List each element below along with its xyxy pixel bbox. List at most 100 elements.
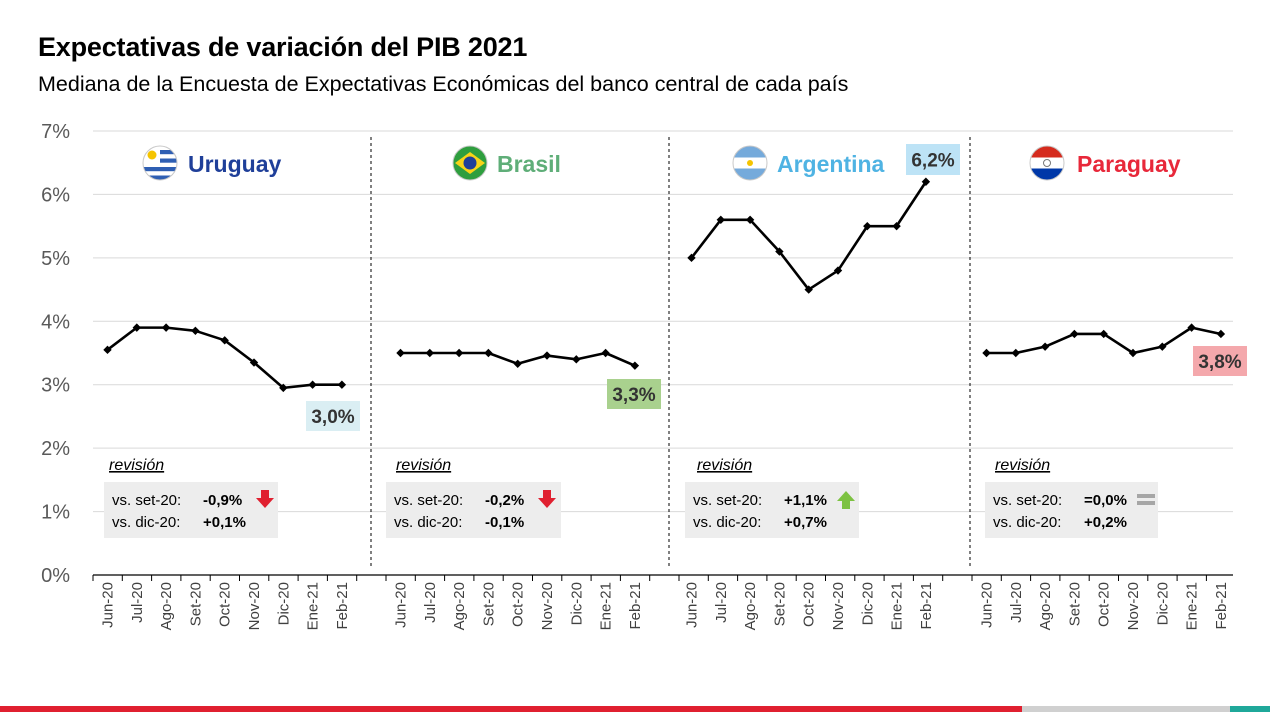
data-point [1070,329,1079,339]
data-point [921,177,931,186]
revision-text: vs. set-20: [394,492,463,509]
x-tick-label: Jul-20 [422,582,439,623]
y-tick-label: 4% [41,311,70,333]
x-tick-label: Ago-20 [451,582,468,630]
data-point [308,380,317,389]
x-tick-label: Feb-21 [1213,582,1230,630]
data-point [513,359,522,368]
data-point [745,215,755,224]
data-point [542,351,552,360]
flag-ring [1029,145,1065,181]
down-arrow-icon [256,490,274,508]
country-name-argentina: Argentina [777,151,885,177]
x-tick-label: Feb-21 [627,582,644,630]
country-name-paraguay: Paraguay [1077,151,1181,177]
data-label: 6,2% [911,151,954,172]
data-point [863,221,872,231]
x-tick-label: Ago-20 [742,582,759,630]
data-point [220,336,229,345]
revision-text: vs. dic-20: [993,514,1061,531]
value-label-bg [1193,346,1247,376]
data-point [1158,342,1167,351]
chart-subtitle: Mediana de la Encuesta de Expectativas E… [38,72,849,96]
x-tick-label: Oct-20 [1096,582,1113,627]
x-tick-label: Set-20 [771,582,788,626]
revision-text: vs. set-20: [112,492,181,509]
x-tick-label: Oct-20 [510,582,527,627]
data-point [1099,329,1108,339]
x-tick-label: Ago-20 [158,582,175,630]
data-point [454,348,464,358]
revision-heading: revisión [697,457,752,474]
data-point [716,215,725,224]
data-label: 3,3% [612,385,655,406]
x-tick-label: Nov-20 [246,582,263,630]
x-tick-label: Jun-20 [393,582,410,628]
x-tick-label: Feb-21 [918,582,935,630]
revision-value: -0,1% [485,514,524,531]
x-tick-label: Nov-20 [1125,582,1142,630]
footer-bar-red [0,706,1022,712]
x-tick-label: Nov-20 [830,582,847,630]
x-tick-label: Dic-20 [859,582,876,625]
y-tick-label: 5% [41,248,70,270]
footer-bar-teal [1230,706,1270,712]
data-point [279,383,288,393]
x-tick-label: Dic-20 [1154,582,1171,625]
x-tick-label: Jul-20 [129,582,146,623]
revision-heading: revisión [109,457,164,474]
data-point [396,348,405,358]
y-tick-label: 0% [41,565,70,587]
revision-box [985,482,1158,538]
x-tick-label: Dic-20 [568,582,585,625]
data-point [1128,348,1138,358]
data-point [103,345,112,355]
x-tick-label: Jun-20 [979,582,996,628]
revision-box [386,482,561,538]
x-tick-label: Oct-20 [801,582,818,627]
data-point [833,266,843,275]
revision-heading: revisión [396,457,451,474]
up-arrow-icon [837,491,855,509]
x-tick-label: Ene-21 [889,582,906,630]
x-tick-label: Ene-21 [1184,582,1201,630]
revision-text: vs. set-20: [993,492,1062,509]
flag-ring [732,145,768,181]
y-tick-label: 7% [41,121,70,143]
y-tick-label: 2% [41,438,70,460]
revision-text: vs. set-20: [693,492,762,509]
revision-value: -0,9% [203,492,242,509]
data-point [630,361,640,370]
revision-text: vs. dic-20: [112,514,180,531]
uruguay-flag-icon [143,146,177,180]
x-tick-label: Ago-20 [1037,582,1054,630]
x-tick-label: Jul-20 [1008,582,1025,623]
x-tick-label: Jul-20 [713,582,730,623]
x-tick-label: Jun-20 [684,582,701,628]
x-tick-label: Ene-21 [598,582,615,630]
x-tick-label: Dic-20 [275,582,292,625]
brazil-flag-icon [453,146,487,180]
value-label-bg [906,144,960,175]
data-label: 3,8% [1198,352,1241,373]
x-tick-label: Jun-20 [100,582,117,628]
x-tick-label: Ene-21 [305,582,322,630]
country-name-uruguay: Uruguay [188,151,282,177]
value-label-bg [607,379,661,409]
revision-value: +1,1% [784,492,827,509]
x-tick-label: Set-20 [187,582,204,626]
revision-value: =0,0% [1084,492,1127,509]
x-tick-label: Nov-20 [539,582,556,630]
revision-text: vs. dic-20: [693,514,761,531]
revision-value: -0,2% [485,492,524,509]
y-tick-label: 1% [41,502,70,524]
y-tick-label: 6% [41,184,70,206]
country-name-brasil: Brasil [497,151,561,177]
series-line-argentina [690,181,927,291]
revision-value: +0,1% [203,514,246,531]
revision-box [104,482,278,538]
data-point [687,253,696,263]
x-tick-label: Set-20 [1066,582,1083,626]
revision-value: +0,7% [784,514,827,531]
